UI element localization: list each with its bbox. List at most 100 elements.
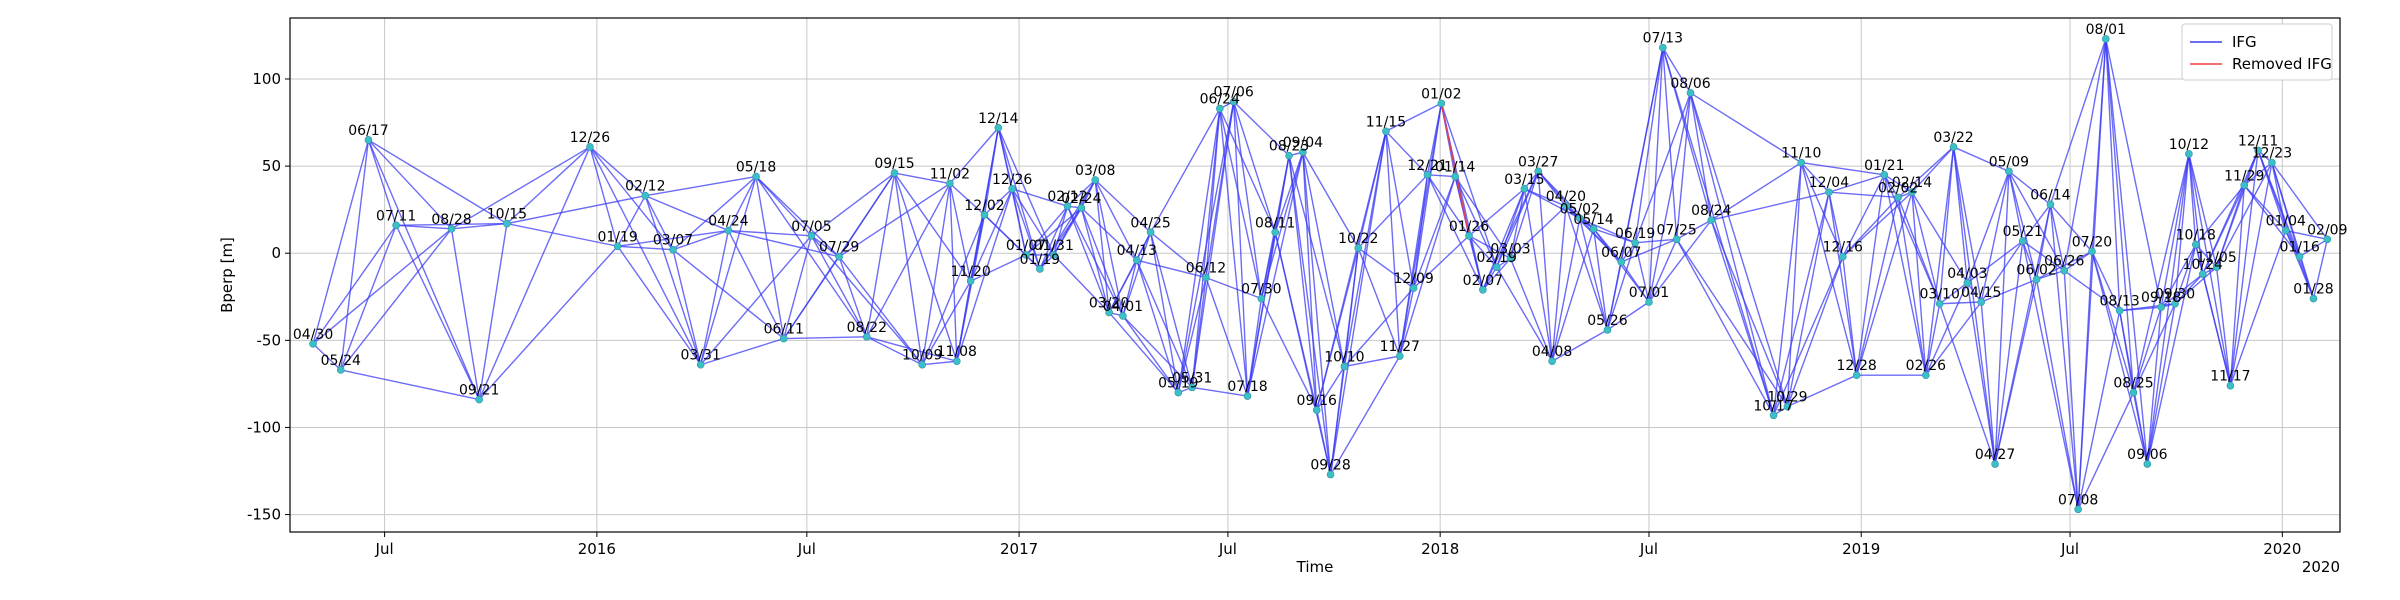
ifg-line bbox=[1710, 219, 1789, 407]
acquisition-label: 07/01 bbox=[1629, 285, 1669, 301]
acquisition-point bbox=[1963, 279, 1972, 287]
ifg-line bbox=[949, 183, 985, 216]
ifg-line bbox=[1772, 162, 1802, 416]
ifg-line bbox=[2035, 204, 2052, 280]
ifg-line bbox=[1316, 366, 1346, 411]
ifg-line bbox=[1412, 103, 1443, 289]
ifg-line bbox=[810, 235, 868, 338]
ifg-line bbox=[2229, 162, 2273, 386]
ifg-line bbox=[1482, 188, 1526, 291]
ifg-line bbox=[1233, 101, 1276, 233]
acquisition-point bbox=[779, 334, 788, 343]
ifg-line bbox=[1066, 205, 1110, 313]
ifg-line bbox=[1593, 228, 1636, 244]
acquisition-point bbox=[2281, 226, 2290, 235]
ifg-line bbox=[866, 336, 923, 366]
ifg-line bbox=[700, 337, 784, 366]
acquisition-label: 07/13 bbox=[1643, 31, 1683, 47]
acquisition-point bbox=[586, 143, 594, 151]
ifg-line bbox=[2132, 303, 2176, 393]
acquisition-label: 01/19 bbox=[1020, 252, 1060, 268]
acquisition-label: 04/03 bbox=[1947, 266, 1987, 282]
ifg-line bbox=[1053, 254, 1110, 313]
ifg-line bbox=[1192, 386, 1248, 397]
acquisition-label: 05/14 bbox=[1573, 212, 1613, 228]
acquisition-label: 12/04 bbox=[1809, 175, 1849, 191]
ifg-line bbox=[1426, 174, 1470, 237]
acquisition-point bbox=[1423, 171, 1432, 179]
acquisition-label: 10/12 bbox=[2169, 137, 2209, 153]
legend-box bbox=[2181, 23, 2333, 81]
ifg-line bbox=[1385, 131, 1415, 289]
acquisition-label: 08/25 bbox=[2113, 376, 2153, 392]
ifg-line bbox=[1523, 188, 1553, 362]
acquisition-point bbox=[669, 245, 677, 254]
acquisition-label: 04/15 bbox=[1961, 285, 2001, 301]
y-tick-label: -100 bbox=[247, 418, 281, 436]
ifg-line bbox=[949, 183, 958, 362]
ifg-line bbox=[728, 229, 812, 237]
ifg-line bbox=[970, 254, 1027, 282]
acquisition-point bbox=[1575, 214, 1584, 223]
acquisition-point bbox=[2115, 306, 2124, 315]
ifg-line bbox=[1592, 228, 1609, 330]
ifg-line bbox=[1274, 151, 1304, 233]
ifg-line bbox=[1606, 242, 1636, 331]
acquisition-label: 12/28 bbox=[1836, 358, 1876, 374]
acquisition-label: 07/29 bbox=[819, 240, 859, 256]
ifg-line bbox=[1980, 240, 2024, 303]
acquisition-label: 02/07 bbox=[1463, 273, 1503, 289]
ifg-line bbox=[1357, 131, 1387, 249]
ifg-line bbox=[1053, 205, 1069, 256]
acquisition-label: 07/20 bbox=[2072, 234, 2112, 250]
acquisition-point bbox=[1686, 89, 1695, 97]
acquisition-label: 08/28 bbox=[431, 212, 471, 228]
ifg-line bbox=[312, 139, 370, 345]
acquisition-point bbox=[1049, 251, 1058, 259]
x-tick-label: 2020 bbox=[2263, 540, 2301, 558]
ifg-line bbox=[1136, 232, 1152, 261]
ifg-line bbox=[970, 188, 1013, 282]
ifg-line bbox=[672, 249, 785, 340]
ifg-line bbox=[1468, 235, 1484, 290]
acquisition-point bbox=[1922, 371, 1930, 379]
acquisition-point bbox=[1340, 362, 1349, 371]
ifg-line bbox=[1689, 92, 1775, 416]
ifg-line bbox=[1953, 146, 2010, 172]
acquisition-point bbox=[1202, 273, 1210, 282]
ifg-line bbox=[1938, 146, 1955, 304]
ifg-line bbox=[1122, 315, 1179, 394]
acquisition-label: 09/21 bbox=[459, 383, 499, 399]
acquisition-label: 11/02 bbox=[930, 167, 970, 183]
ifg-line bbox=[2299, 238, 2328, 258]
acquisition-label: 04/30 bbox=[293, 327, 333, 343]
acquisition-label: 12/26 bbox=[992, 172, 1032, 188]
acquisition-point bbox=[1492, 263, 1501, 271]
acquisition-label: 07/11 bbox=[376, 208, 416, 224]
ifg-line bbox=[1177, 108, 1221, 393]
ifg-line bbox=[1205, 108, 1221, 278]
acquisition-point bbox=[1520, 184, 1529, 193]
ifg-line bbox=[1122, 232, 1152, 317]
ifg-line bbox=[1316, 409, 1332, 475]
acquisition-label: 01/04 bbox=[2266, 214, 2306, 230]
ifg-line bbox=[1634, 242, 1650, 303]
ifg-line bbox=[984, 188, 1013, 216]
acquisition-point bbox=[1409, 284, 1418, 292]
ifg-line bbox=[1994, 240, 2024, 465]
ifg-line bbox=[1800, 162, 1830, 193]
acquisition-label: 11/15 bbox=[1366, 114, 1406, 130]
ifg-line bbox=[1399, 176, 1456, 357]
ifg-line bbox=[1094, 179, 1110, 313]
x-tick-label: Jul bbox=[2060, 540, 2079, 558]
ifg-line bbox=[838, 172, 896, 258]
ifg-line bbox=[1883, 174, 1941, 305]
ifg-line bbox=[783, 235, 813, 339]
ifg-line bbox=[1509, 171, 1539, 259]
ifg-line bbox=[1634, 92, 1692, 244]
acquisition-point bbox=[980, 211, 989, 219]
acquisition-label: 08/23 bbox=[1269, 139, 1309, 155]
acquisition-point bbox=[1382, 127, 1390, 136]
x-tick-label: Jul bbox=[1218, 540, 1237, 558]
acquisition-label: 06/11 bbox=[764, 322, 804, 338]
